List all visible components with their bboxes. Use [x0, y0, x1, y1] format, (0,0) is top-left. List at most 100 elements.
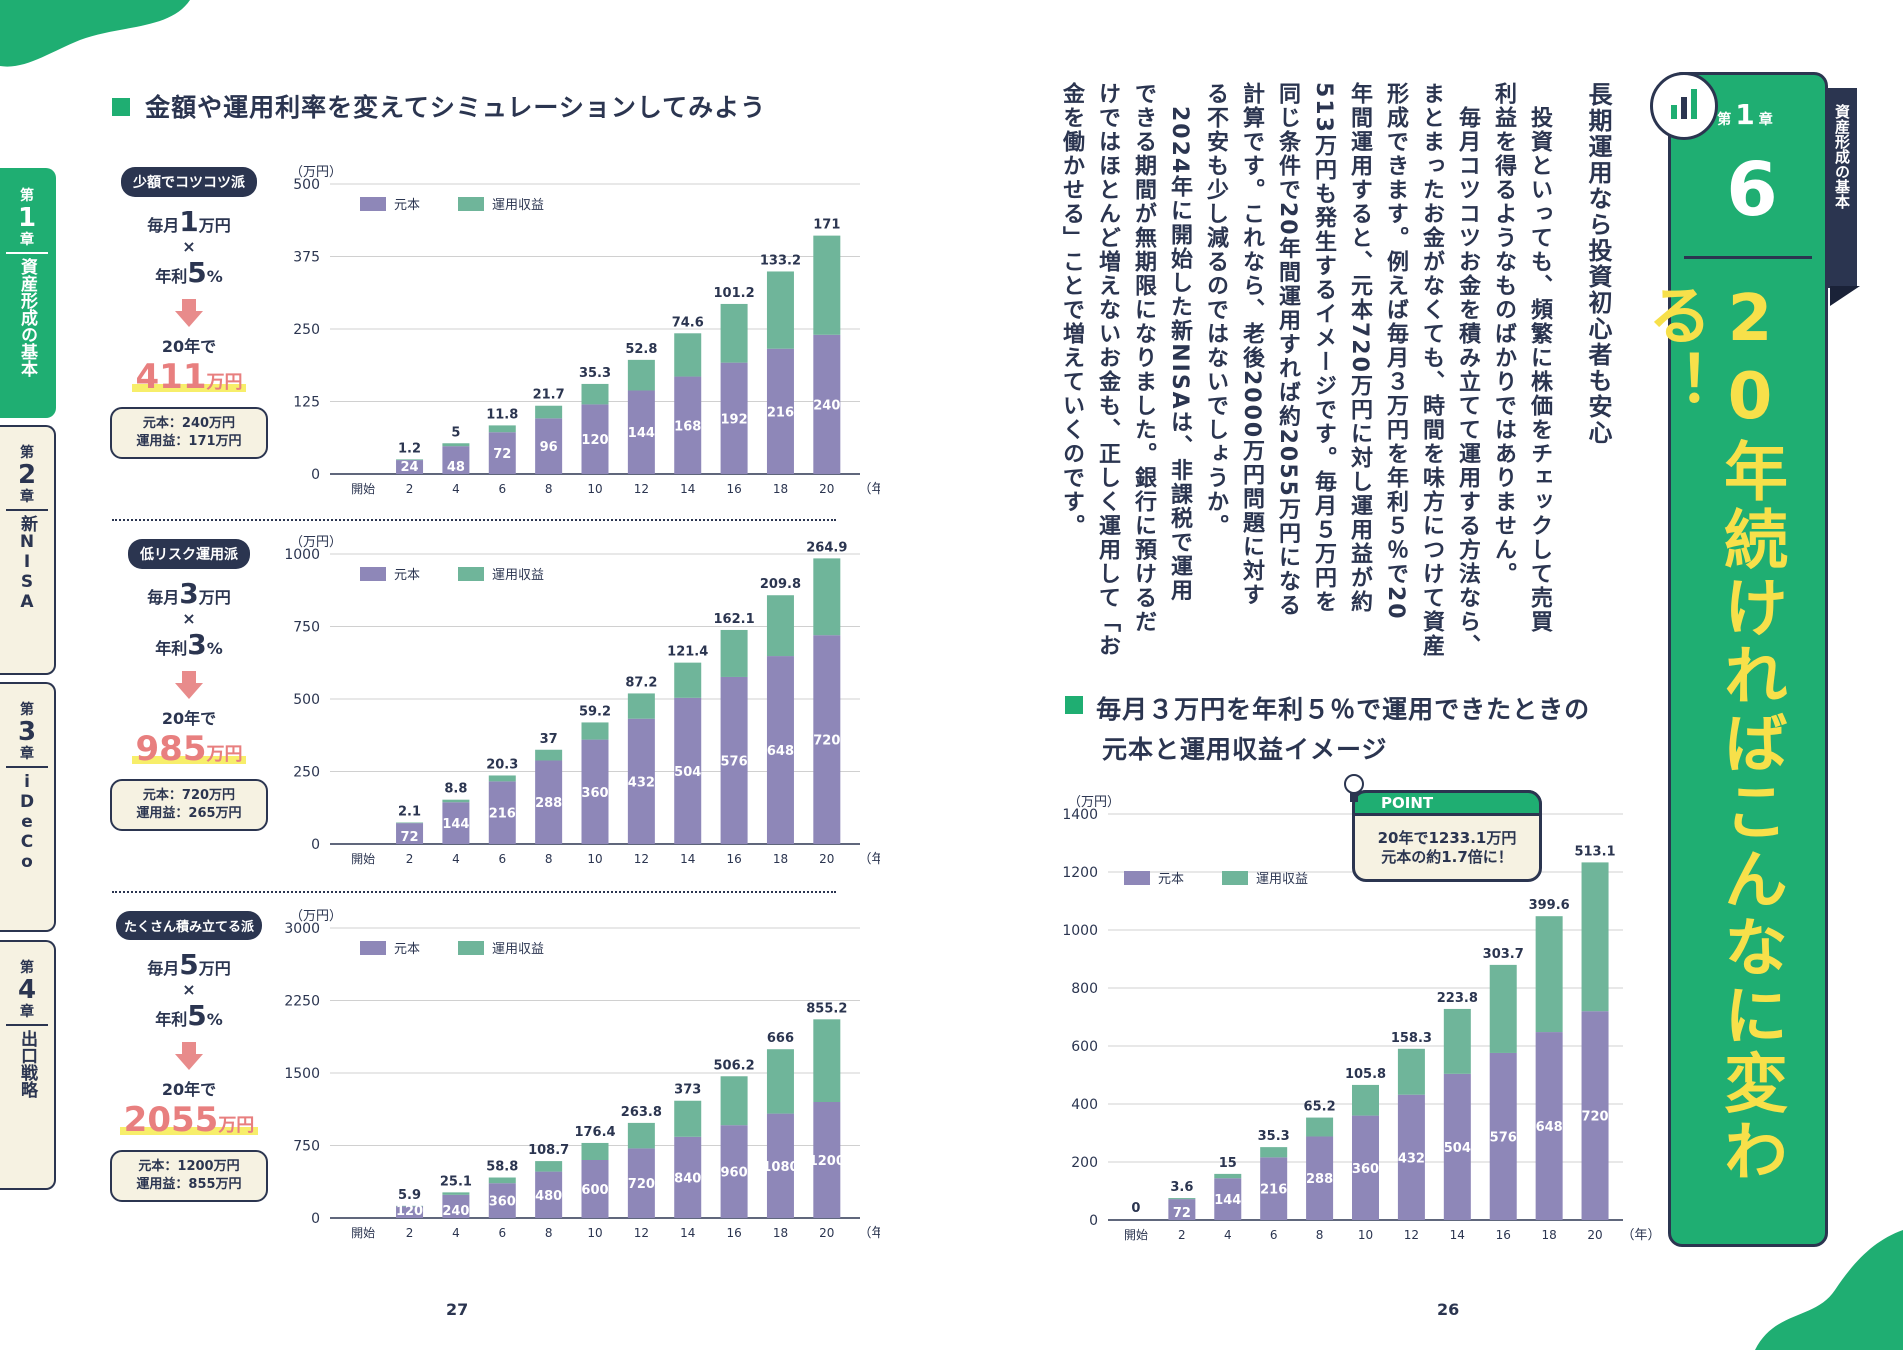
y-tick-label: 750 [293, 1139, 320, 1155]
bar-gain [442, 1192, 470, 1195]
bar-gain-label: 37 [540, 732, 558, 747]
bar-principal-label: 720 [813, 734, 840, 749]
monthly-amount: 5 [179, 948, 199, 981]
chart-heading: 毎月３万円を年利５％で運用できたときの 元本と運用収益イメージ [1065, 690, 1590, 766]
bar-gain [813, 558, 841, 636]
bar-gain [396, 1205, 424, 1207]
x-tick-label: 2 [406, 482, 414, 496]
bar-principal-label: 144 [442, 817, 469, 832]
chapter-tab-3[interactable]: 第 3 章 iDeCo [0, 682, 56, 932]
bar-principal [488, 1183, 516, 1218]
bar-gain [396, 822, 424, 824]
legend-label-gain: 運用収益 [492, 568, 544, 583]
page-number-right: 26 [1437, 1300, 1460, 1319]
bar-principal-label: 600 [581, 1183, 608, 1198]
divider [112, 519, 836, 521]
chapter-tab-4[interactable]: 第 4 章 出口戦略 [0, 940, 56, 1190]
body-column: まとまったお金がなくても、時間を味方につけて資産 [1419, 82, 1444, 658]
bar-principal-label: 72 [400, 830, 418, 845]
bar-gain [396, 459, 424, 461]
bar-principal [1535, 1032, 1563, 1220]
summary-box: 元本：720万円 運用益：265万円 [110, 779, 268, 831]
bar-gain [1581, 862, 1609, 1012]
bar-gain-label: 11.8 [486, 407, 518, 422]
tab-suffix: 章 [20, 232, 34, 248]
bar-principal [674, 376, 702, 474]
bar-gain [1168, 1198, 1196, 1200]
tab-suffix: 章 [20, 746, 34, 762]
bar-principal [813, 334, 841, 474]
x-tick-label: 14 [1450, 1228, 1465, 1242]
x-tick-label: 10 [1358, 1228, 1373, 1242]
bar-principal [442, 1194, 470, 1218]
x-tick-label: 開始 [1124, 1228, 1148, 1242]
scenario-block-3: たくさん積み立てる派 毎月5万円 × 年利5% 20年で 2055万円 元本：1… [104, 911, 274, 1202]
article-heading: 長期運用なら投資初心者も安心 [1584, 82, 1612, 446]
bar-gain [720, 303, 748, 363]
y-unit-label: （万円） [290, 165, 342, 180]
rate-unit: % [206, 1010, 223, 1029]
bar-gain [674, 1100, 702, 1137]
bar-gain [535, 405, 563, 419]
x-tick-label: 18 [773, 482, 788, 496]
chapter-tab-1[interactable]: 第 1 章 資産形成の基本 [0, 168, 56, 418]
years-label: 20年で [161, 337, 217, 356]
y-tick-label: 250 [293, 765, 320, 781]
chapter-tab-2[interactable]: 第 2 章 新NISA [0, 425, 56, 675]
principal-line: 元本：240万円 [142, 416, 236, 431]
bar-gain-label: 108.7 [528, 1143, 569, 1158]
x-tick-label: 4 [452, 852, 460, 866]
principal-line: 元本：720万円 [142, 788, 236, 803]
x-tick-label: 18 [773, 852, 788, 866]
bar-principal-label: 840 [674, 1171, 701, 1186]
bar-gain-label: 21.7 [533, 388, 565, 403]
chapter-badge-pre: 第 [1717, 112, 1732, 128]
bar-principal [581, 739, 609, 844]
x-tick-label: 12 [634, 482, 649, 496]
bar-principal [720, 362, 748, 474]
chart-title-line2: 元本と運用収益イメージ [1102, 735, 1388, 764]
bar-principal-label: 72 [493, 447, 511, 462]
bar-gain-label: 264.9 [806, 540, 847, 555]
y-tick-label: 0 [311, 467, 320, 483]
y-tick-label: 0 [1089, 1213, 1098, 1229]
monthly-label: 毎月 [147, 588, 180, 607]
bar-gain-label: 74.6 [672, 315, 704, 330]
bar-gain [1397, 1048, 1425, 1095]
y-tick-label: 1200 [1062, 865, 1098, 881]
bar-gain-label: 223.8 [1437, 991, 1478, 1006]
bar-gain-label: 506.2 [714, 1058, 755, 1073]
bar-principal [766, 348, 794, 474]
bar-gain-label: 162.1 [714, 612, 755, 627]
bar-principal [581, 404, 609, 474]
x-tick-label: 2 [1178, 1228, 1186, 1242]
y-tick-label: 200 [1071, 1155, 1098, 1171]
bar-principal [535, 760, 563, 844]
chapter-main-title: 20年続ければこんなに変わる！ [1637, 282, 1787, 1186]
bar-principal [488, 781, 516, 844]
bar-principal [535, 1171, 563, 1218]
legend-swatch-gain [458, 197, 484, 211]
x-tick-label: 6 [498, 852, 506, 866]
bar-gain-label: 399.6 [1529, 898, 1570, 913]
monthly-label: 毎月 [147, 216, 180, 235]
bar-principal [674, 697, 702, 844]
body-column: 計算です。これなら、老後2000万円問題に対す [1239, 82, 1264, 608]
tab-label: 資産形成の基本 [17, 258, 37, 377]
body-column: 2024年に開始した新NISAは、非課税で運用 [1167, 82, 1192, 603]
bar-gain [1443, 1008, 1471, 1074]
result-unit: 万円 [218, 1115, 255, 1136]
bar-principal-label: 288 [1306, 1172, 1333, 1187]
bar-principal [1489, 1052, 1517, 1220]
bar-gain-label: 513.1 [1574, 844, 1615, 859]
bar-principal [1306, 1136, 1334, 1220]
bar-gain-label: 101.2 [714, 286, 755, 301]
divider [112, 891, 836, 893]
bar-principal [396, 823, 424, 844]
body-column: 年間運用すると、元本720万円に対し運用益が約 [1347, 82, 1372, 614]
legend-label-gain: 運用収益 [1256, 872, 1308, 887]
bar-principal [766, 656, 794, 844]
times-sign: × [182, 237, 196, 256]
corner-decoration-bottom-right [1755, 1230, 1903, 1350]
bar-principal-label: 480 [535, 1189, 562, 1204]
